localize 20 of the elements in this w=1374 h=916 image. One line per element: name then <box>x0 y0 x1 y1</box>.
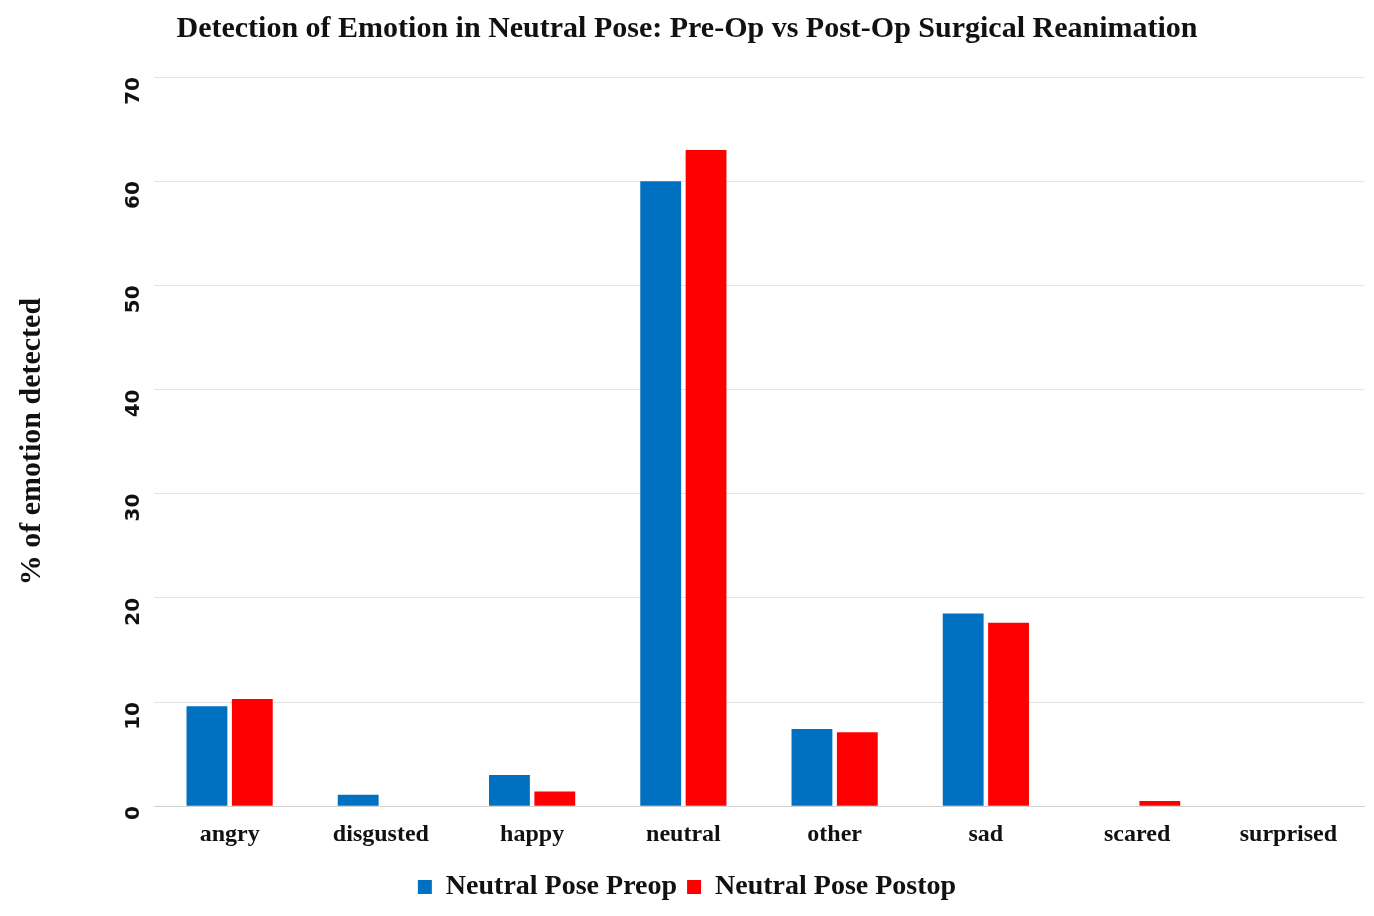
x-tick-label: surprised <box>1239 819 1338 846</box>
y-tick-label: 50 <box>120 285 145 314</box>
legend-label: Neutral Pose Postop <box>715 869 957 901</box>
y-tick-label: 30 <box>120 493 145 522</box>
x-tick-label: happy <box>500 819 565 846</box>
x-tick-label: scared <box>1104 819 1171 846</box>
x-tick-label: other <box>807 819 863 846</box>
chart-title: Detection of Emotion in Neutral Pose: Pre-Op vs Post-Op Surgical Reanimation <box>176 9 1198 43</box>
x-tick-label: angry <box>199 819 260 846</box>
y-axis-title: % of emotion detected <box>12 297 46 586</box>
y-tick-label: 40 <box>120 389 145 418</box>
y-tick-label: 10 <box>120 702 145 730</box>
y-tick-label: 0 <box>120 806 145 821</box>
y-tick-label: 70 <box>120 77 145 105</box>
y-tick-label: 60 <box>120 181 145 210</box>
x-tick-label: disgusted <box>332 819 430 846</box>
x-tick-label: neutral <box>646 819 722 846</box>
y-tick-label: 20 <box>120 597 145 626</box>
x-tick-label: sad <box>968 819 1004 846</box>
legend-label: Neutral Pose Preop <box>445 869 678 901</box>
